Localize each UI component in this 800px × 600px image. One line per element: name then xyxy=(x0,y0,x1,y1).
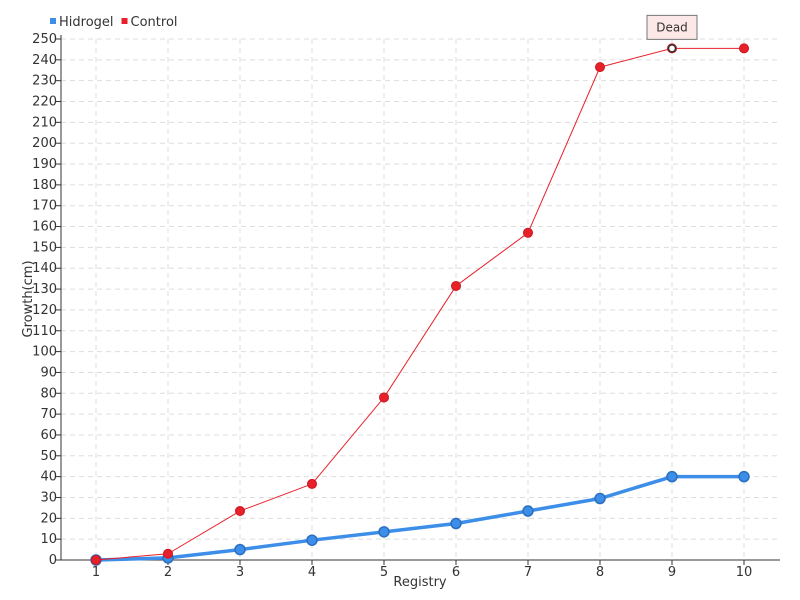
data-point-control xyxy=(451,280,461,291)
y-tick-label: 70 xyxy=(40,407,57,422)
y-tick-label: 200 xyxy=(32,136,57,151)
series-hidrogel xyxy=(90,470,750,566)
data-point-control xyxy=(91,555,101,565)
data-point-hidrogel xyxy=(306,534,318,546)
series-line-hidrogel xyxy=(95,474,744,562)
series-layer xyxy=(90,43,750,566)
annotation-box xyxy=(646,14,698,40)
data-point-control xyxy=(379,392,389,403)
legend-item-hidrogel: Hidrogel xyxy=(50,15,114,30)
annotation-layer: Dead xyxy=(646,14,698,53)
data-point-hidrogel xyxy=(522,505,534,517)
y-tick-label: 160 xyxy=(32,220,57,235)
y-tick-label: 50 xyxy=(40,449,57,464)
y-tick-label: 20 xyxy=(40,511,57,526)
legend-label: Hidrogel xyxy=(59,15,114,30)
annotation-callout: Dead xyxy=(646,14,698,53)
y-tick-label: 250 xyxy=(32,32,57,47)
data-point-control xyxy=(595,62,605,73)
data-point-hidrogel xyxy=(450,517,462,530)
x-axis-label: Registry xyxy=(393,575,447,590)
y-tick-label: 0 xyxy=(49,553,57,568)
x-tick-label: 6 xyxy=(452,565,460,580)
x-tick-label: 2 xyxy=(164,565,172,580)
legend-swatch xyxy=(50,18,56,24)
x-tick-labels: 1 2 3 4 5 6 7 8 9 10 xyxy=(92,565,752,580)
annotation-label: Dead xyxy=(656,20,688,34)
data-point-control xyxy=(523,227,533,238)
y-tick-label: 140 xyxy=(32,261,57,276)
x-tick-label: 7 xyxy=(524,565,532,580)
y-tick-labels: 0 10 20 30 40 50 60 70 80 90 100 110 120 130 140 150 160… xyxy=(32,32,57,568)
data-point-hidrogel xyxy=(234,543,246,556)
legend-label: Control xyxy=(131,15,178,30)
y-tick-label: 150 xyxy=(32,240,57,255)
x-tick-label: 1 xyxy=(92,565,100,580)
data-point-hidrogel xyxy=(666,470,678,483)
x-tick-label: 3 xyxy=(236,565,244,580)
y-tick-label: 100 xyxy=(32,345,57,360)
series-line-control xyxy=(95,47,744,561)
x-tick-label: 9 xyxy=(668,565,676,580)
data-point-hidrogel xyxy=(378,526,390,538)
y-tick-label: 210 xyxy=(32,115,57,130)
y-tick-label: 60 xyxy=(40,428,57,443)
legend-swatch xyxy=(121,18,128,24)
data-point-control xyxy=(235,506,245,517)
x-tick-label: 8 xyxy=(596,565,604,580)
series-control xyxy=(91,43,749,565)
y-tick-label: 240 xyxy=(32,53,57,68)
y-tick-label: 40 xyxy=(40,470,57,485)
y-axis-label: Growth(cm) xyxy=(21,260,36,337)
legend-item-control: Control xyxy=(121,15,178,30)
y-tick-label: 130 xyxy=(32,282,57,297)
x-tick-label: 4 xyxy=(308,565,316,580)
y-tick-label: 30 xyxy=(40,490,57,505)
x-tick-label: 10 xyxy=(736,565,753,580)
annotation-marker xyxy=(667,44,677,53)
data-point-hidrogel xyxy=(738,470,750,483)
y-tick-label: 120 xyxy=(32,303,57,318)
data-point-control xyxy=(163,548,173,559)
y-tick-label: 180 xyxy=(32,178,57,193)
legend: Hidrogel Control xyxy=(50,15,178,30)
y-tick-label: 90 xyxy=(40,365,57,380)
x-tick-label: 5 xyxy=(380,565,388,580)
data-point-control xyxy=(739,43,749,54)
y-tick-label: 220 xyxy=(32,95,57,110)
y-tick-label: 230 xyxy=(32,74,57,89)
y-tick-label: 190 xyxy=(32,157,57,172)
data-point-hidrogel xyxy=(594,492,606,505)
y-tick-label: 80 xyxy=(40,386,57,401)
y-tick-label: 170 xyxy=(32,199,57,214)
axes xyxy=(56,35,780,565)
data-point-control xyxy=(307,478,317,489)
y-tick-label: 110 xyxy=(32,324,57,339)
y-tick-label: 10 xyxy=(40,532,57,547)
